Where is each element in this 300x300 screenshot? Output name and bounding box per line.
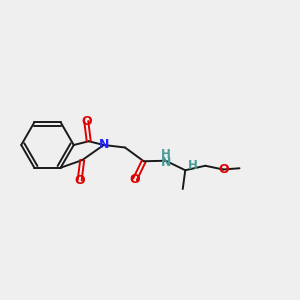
Text: O: O (74, 174, 85, 187)
Text: O: O (218, 163, 229, 176)
Text: H: H (161, 148, 171, 161)
Text: H: H (188, 159, 198, 172)
Text: O: O (81, 115, 92, 128)
Text: N: N (161, 156, 171, 169)
Text: N: N (99, 139, 109, 152)
Text: O: O (130, 173, 140, 186)
